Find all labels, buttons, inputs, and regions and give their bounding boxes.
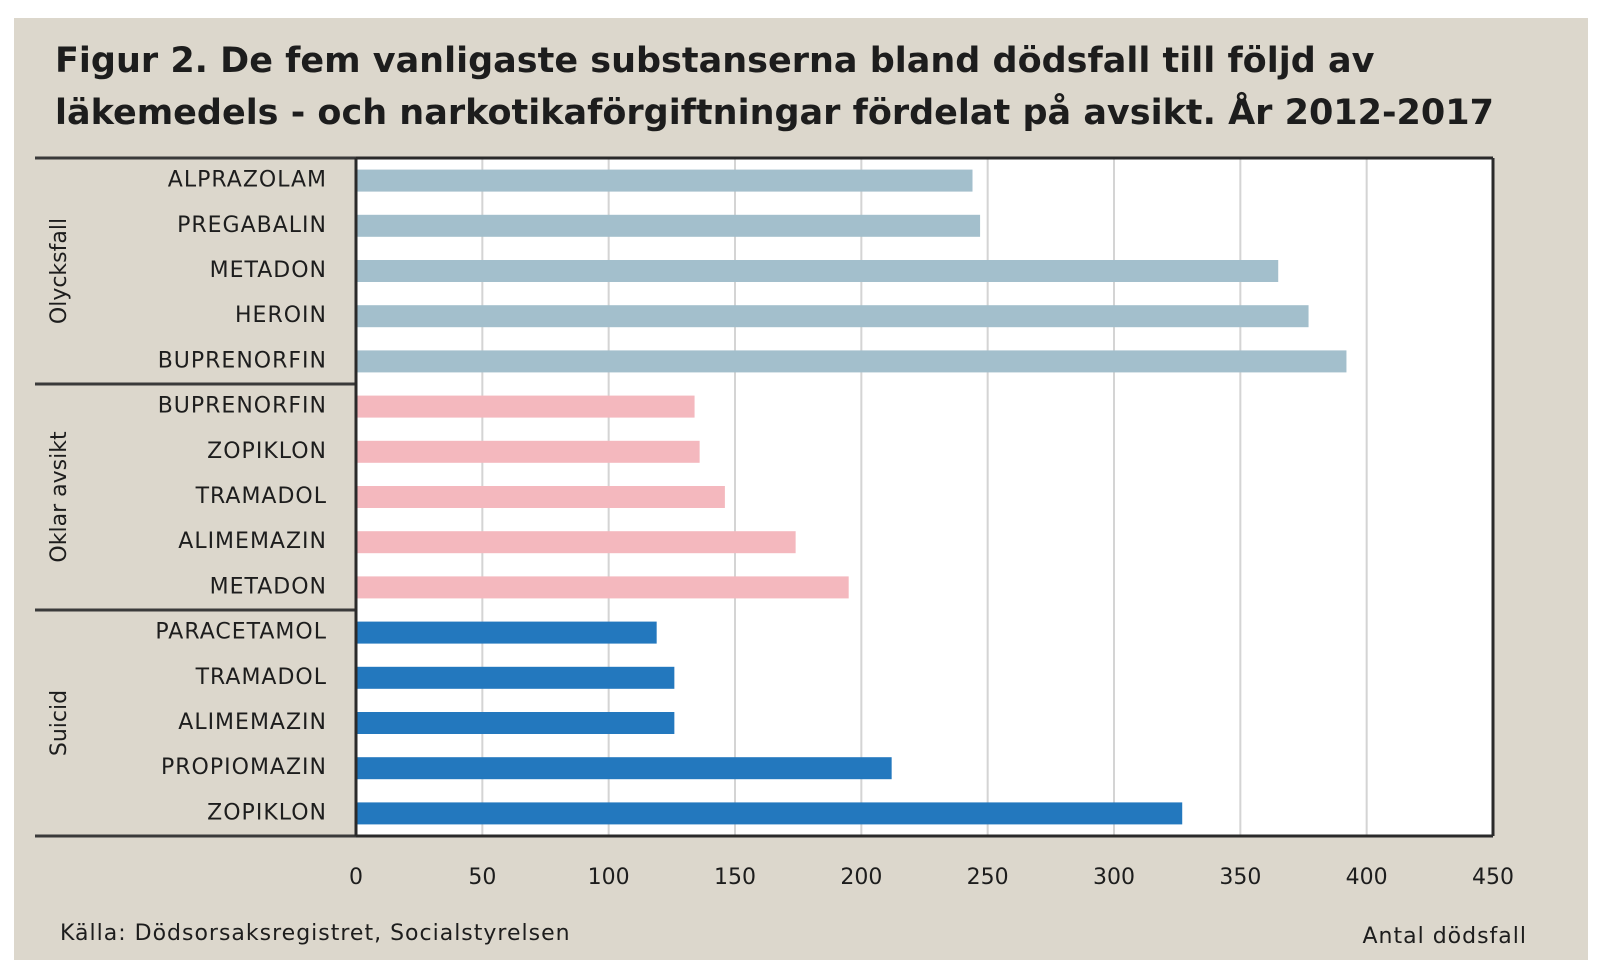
y-tick-label: ALPRAZOLAM <box>168 168 327 193</box>
group-label: Suicid <box>47 690 72 756</box>
x-tick-label: 0 <box>349 865 363 890</box>
bar <box>356 350 1347 373</box>
bar <box>356 395 695 418</box>
bar <box>356 486 725 508</box>
x-tick-label: 250 <box>967 865 1009 890</box>
x-axis-label: Antal dödsfall <box>1362 924 1527 949</box>
y-tick-label: PARACETAMOL <box>155 620 327 645</box>
y-tick-label: ALIMEMAZIN <box>178 710 327 735</box>
bar <box>356 802 1183 825</box>
x-tick-label: 100 <box>588 865 630 890</box>
x-tick-label: 350 <box>1219 865 1261 890</box>
y-tick-label: METADON <box>210 258 327 283</box>
bar <box>356 576 849 599</box>
y-tick-label: BUPRENORFIN <box>158 348 327 373</box>
bar <box>356 666 675 689</box>
x-tick-label: 450 <box>1472 865 1514 890</box>
y-tick-label: PREGABALIN <box>177 213 327 238</box>
group-label: Olycksfall <box>47 218 72 324</box>
y-tick-label: BUPRENORFIN <box>158 394 327 419</box>
x-tick-label: 400 <box>1346 865 1388 890</box>
y-tick-label: TRAMADOL <box>195 665 327 690</box>
bar <box>356 757 892 780</box>
x-tick-label: 50 <box>468 865 496 890</box>
bar <box>356 214 981 237</box>
bar <box>356 440 700 463</box>
chart-title: Figur 2. De fem vanligaste substanserna … <box>55 41 1375 81</box>
y-tick-label: ALIMEMAZIN <box>178 529 327 554</box>
bar <box>356 305 1309 328</box>
y-tick-label: TRAMADOL <box>195 484 327 509</box>
bar <box>356 712 675 734</box>
bar <box>356 621 657 644</box>
x-tick-label: 300 <box>1093 865 1135 890</box>
bar <box>356 260 1279 282</box>
y-tick-label: ZOPIKLON <box>207 439 327 464</box>
bar <box>356 169 973 192</box>
y-tick-label: HEROIN <box>235 303 327 328</box>
y-tick-label: PROPIOMAZIN <box>161 755 327 780</box>
bar <box>356 531 796 554</box>
x-tick-label: 200 <box>840 865 882 890</box>
chart-title: läkemedels - och narkotikaförgiftningar … <box>55 91 1494 133</box>
group-label: Oklar avsikt <box>47 431 72 563</box>
y-tick-label: ZOPIKLON <box>207 800 327 825</box>
x-tick-label: 150 <box>714 865 756 890</box>
y-tick-label: METADON <box>210 574 327 599</box>
source: Källa: Dödsorsaksregistret, Socialstyrel… <box>60 921 571 946</box>
